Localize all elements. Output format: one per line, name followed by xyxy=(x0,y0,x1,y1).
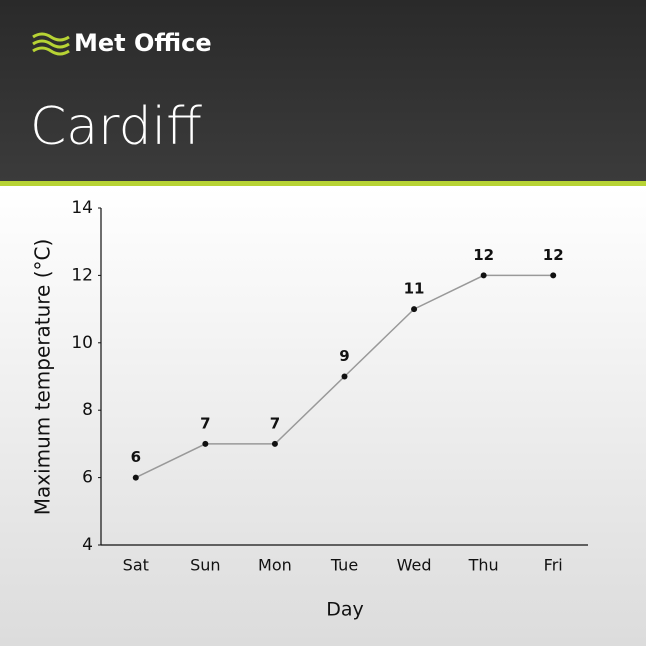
y-tick-label: 10 xyxy=(71,333,93,353)
point xyxy=(480,272,487,279)
x-tick-label: Fri xyxy=(544,556,563,575)
header xyxy=(0,0,646,181)
header-accent xyxy=(0,181,646,186)
y-tick-label: 6 xyxy=(82,468,93,488)
y-tick-label: 8 xyxy=(82,400,93,420)
chart-background xyxy=(0,186,646,646)
data-label: 7 xyxy=(200,414,210,432)
y-tick-label: 12 xyxy=(71,265,93,285)
point xyxy=(271,440,278,447)
x-tick-label: Thu xyxy=(468,556,499,575)
chart-title: Cardiff xyxy=(30,97,202,157)
y-tick-label: 14 xyxy=(71,198,93,218)
x-tick-label: Sun xyxy=(190,556,220,575)
data-label: 11 xyxy=(404,280,425,298)
point xyxy=(411,306,418,313)
data-label: 9 xyxy=(339,347,349,365)
point xyxy=(341,373,348,380)
logo-icon xyxy=(32,32,70,56)
y-tick-label: 4 xyxy=(82,535,93,555)
x-tick-label: Mon xyxy=(258,556,292,575)
point xyxy=(202,440,209,447)
point xyxy=(132,474,139,481)
data-label: 12 xyxy=(473,246,494,264)
data-label: 6 xyxy=(131,448,141,466)
x-tick-label: Tue xyxy=(330,556,358,575)
data-label: 7 xyxy=(270,414,280,432)
x-axis-label: Day xyxy=(326,599,364,621)
data-label: 12 xyxy=(543,246,564,264)
y-axis-label: Maximum temperature (°C) xyxy=(31,239,55,516)
point xyxy=(550,272,557,279)
x-tick-label: Wed xyxy=(397,556,432,575)
x-tick-label: Sat xyxy=(123,556,149,575)
brand: Met Office xyxy=(74,29,212,57)
